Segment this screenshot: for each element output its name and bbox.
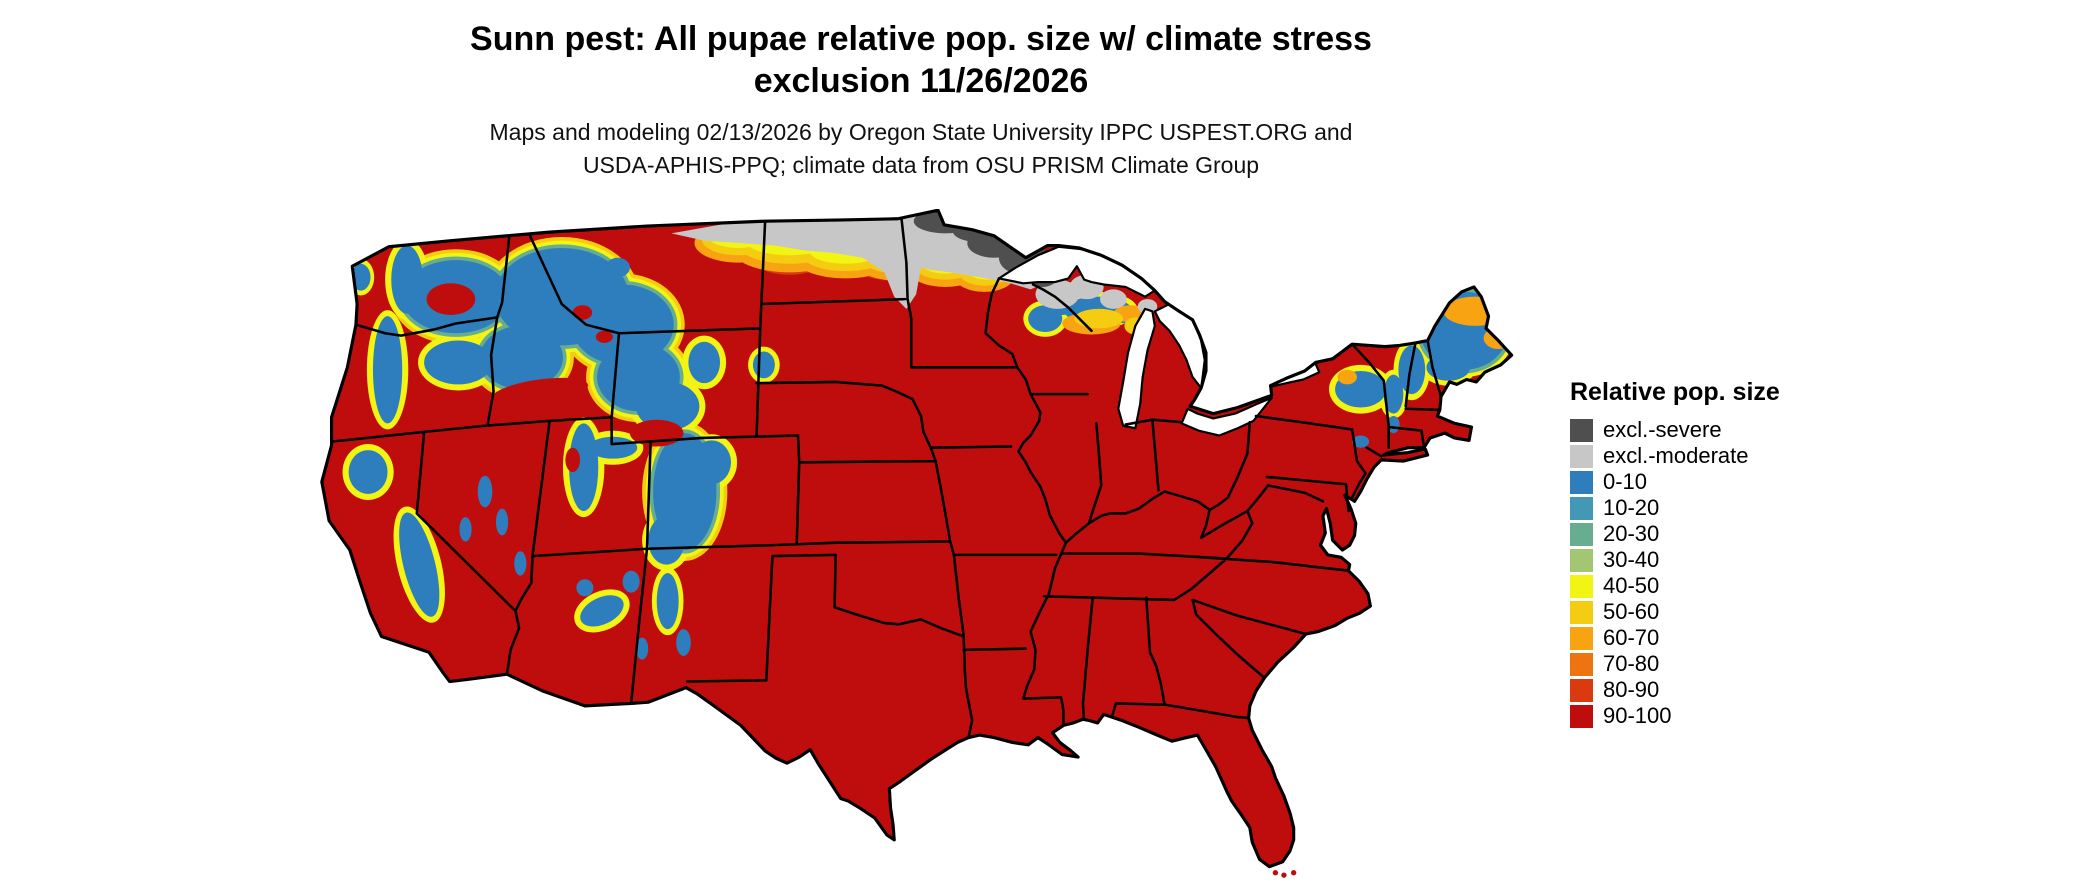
legend-row: 10-20 xyxy=(1570,495,1870,521)
legend-row: 50-60 xyxy=(1570,599,1870,625)
us-conus-map-svg xyxy=(320,209,1514,878)
legend-label: 40-50 xyxy=(1603,573,1660,598)
legend-label: 80-90 xyxy=(1603,677,1660,702)
legend-swatch-90-100 xyxy=(1570,704,1593,728)
subtitle-line-1: Maps and modeling 02/13/2026 by Oregon S… xyxy=(489,119,1353,145)
legend-label: 70-80 xyxy=(1603,651,1660,676)
legend-label: 50-60 xyxy=(1603,599,1660,624)
legend-swatch-20-30 xyxy=(1570,522,1593,546)
subtitle-line-2: USDA-APHIS-PPQ; climate data from OSU PR… xyxy=(582,152,1260,178)
legend-label: 10-20 xyxy=(1603,495,1660,520)
legend-swatch-80-90 xyxy=(1570,678,1593,702)
legend-swatch-excl-severe xyxy=(1570,418,1593,442)
legend-label: 30-40 xyxy=(1603,547,1660,572)
legend-swatch-40-50 xyxy=(1570,574,1593,598)
legend-row: 70-80 xyxy=(1570,651,1870,677)
florida-keys xyxy=(1272,870,1297,878)
legend-label: excl.-moderate xyxy=(1603,443,1749,468)
legend-label: 90-100 xyxy=(1603,703,1672,728)
legend-swatch-excl-moderate xyxy=(1570,444,1593,468)
legend-row: 40-50 xyxy=(1570,573,1870,599)
legend-label: 0-10 xyxy=(1603,469,1648,494)
legend-label: 20-30 xyxy=(1603,521,1660,546)
conus-outline xyxy=(320,209,1514,869)
title-line-2: exclusion 11/26/2026 xyxy=(753,62,1089,100)
lake-michigan xyxy=(1117,307,1156,430)
legend-row: excl.-moderate xyxy=(1570,443,1870,469)
legend-row: 80-90 xyxy=(1570,677,1870,703)
legend-row: 0-10 xyxy=(1570,469,1870,495)
state-borders xyxy=(330,217,1443,739)
legend-swatch-0-10 xyxy=(1570,470,1593,494)
legend-swatch-30-40 xyxy=(1570,548,1593,572)
map-header: Sunn pest: All pupae relative pop. size … xyxy=(308,18,1534,182)
legend-swatch-50-60 xyxy=(1570,600,1593,624)
legend-row: 20-30 xyxy=(1570,521,1870,547)
legend-panel: Relative pop. size excl.-severe excl.-mo… xyxy=(1570,378,1870,729)
page-title: Sunn pest: All pupae relative pop. size … xyxy=(308,18,1534,102)
page-subtitle: Maps and modeling 02/13/2026 by Oregon S… xyxy=(308,116,1534,182)
legend-row: 30-40 xyxy=(1570,547,1870,573)
lake-erie xyxy=(1180,396,1273,437)
legend-label: 60-70 xyxy=(1603,625,1660,650)
legend-swatch-10-20 xyxy=(1570,496,1593,520)
legend-swatch-60-70 xyxy=(1570,626,1593,650)
legend-label: excl.-severe xyxy=(1603,417,1722,442)
legend-row: 90-100 xyxy=(1570,703,1870,729)
us-conus-map xyxy=(308,209,1534,891)
legend-title: Relative pop. size xyxy=(1570,378,1780,406)
legend-row: 60-70 xyxy=(1570,625,1870,651)
legend-row: excl.-severe xyxy=(1570,417,1870,443)
legend-swatch-70-80 xyxy=(1570,652,1593,676)
title-line-1: Sunn pest: All pupae relative pop. size … xyxy=(470,20,1372,58)
